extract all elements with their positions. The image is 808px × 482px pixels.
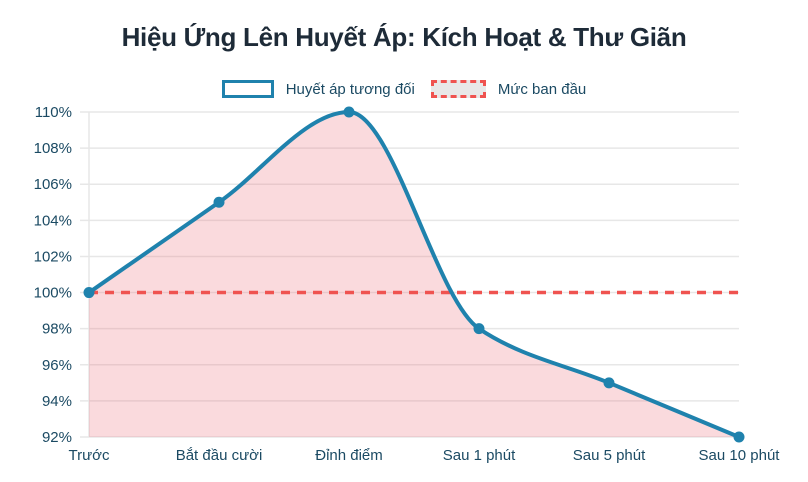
area-fill [89, 112, 739, 437]
data-point [603, 377, 615, 389]
y-tick-label: 110% [35, 104, 72, 121]
y-tick-label: 94% [42, 393, 72, 410]
chart-title: Hiệu Ứng Lên Huyết Áp: Kích Hoạt & Thư G… [121, 22, 687, 52]
baseline-dashed-swatch-icon [430, 80, 486, 98]
x-axis-label: Bắt đầu cười [176, 447, 263, 464]
x-axis-label: Sau 10 phút [699, 447, 781, 464]
y-tick-label: 108% [34, 140, 72, 157]
legend-label-baseline-level: Mức ban đầu [497, 80, 587, 98]
data-point [343, 106, 355, 118]
legend-item-relative-blood-pressure[interactable]: Huyết áp tương đối [221, 80, 415, 98]
y-tick-label: 92% [42, 429, 72, 446]
legend-label-relative-blood-pressure: Huyết áp tương đối [285, 80, 415, 98]
x-axis-label: Sau 5 phút [573, 447, 646, 464]
chart-legend: Huyết áp tương đối Mức ban đầu [0, 80, 808, 98]
x-axis-label: Đỉnh điểm [315, 447, 383, 464]
x-axis-label: Sau 1 phút [443, 447, 516, 464]
line-series-swatch-icon [221, 80, 274, 98]
data-point [733, 431, 745, 443]
y-tick-label: 104% [34, 212, 72, 229]
data-point [83, 287, 95, 299]
x-axis-label: Trước [69, 447, 110, 464]
y-tick-label: 98% [42, 321, 72, 338]
legend-item-baseline-level[interactable]: Mức ban đầu [430, 80, 587, 98]
y-tick-label: 106% [34, 176, 72, 193]
y-tick-label: 100% [34, 285, 72, 302]
y-tick-label: 102% [34, 248, 72, 265]
data-point [473, 323, 485, 335]
y-tick-label: 96% [42, 357, 72, 374]
data-point [213, 196, 225, 208]
